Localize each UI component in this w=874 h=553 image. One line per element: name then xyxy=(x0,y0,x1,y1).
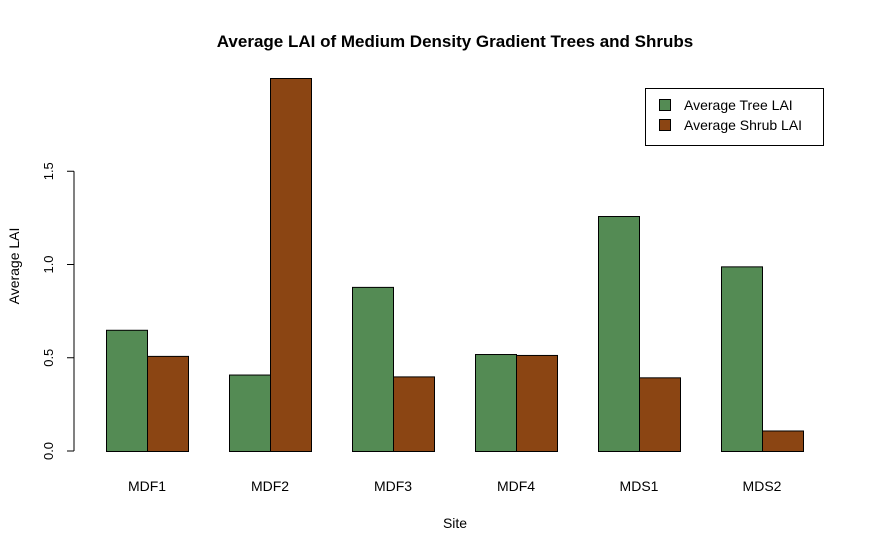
x-axis-label: Site xyxy=(443,515,467,531)
bar-mdf1-shrub xyxy=(147,355,189,453)
bar-mdf2-shrub xyxy=(270,78,312,452)
x-tick-label: MDF2 xyxy=(251,478,289,494)
x-tick-label: MDS1 xyxy=(620,478,659,494)
bar-mds2-shrub xyxy=(762,430,804,452)
x-tick-label: MDF4 xyxy=(497,478,535,494)
bar-mds1-shrub xyxy=(639,377,681,452)
chart-title: Average LAI of Medium Density Gradient T… xyxy=(217,32,693,51)
legend-label: Average Tree LAI xyxy=(684,97,793,113)
bar-mdf1-tree xyxy=(106,329,148,452)
category-labels: MDF1 MDF2 MDF3 MDF4 MDS1 MDS2 xyxy=(128,478,782,494)
y-tick-label: 0.5 xyxy=(41,349,56,367)
bar-mdf4-tree xyxy=(475,354,517,452)
bar-mdf4-shrub xyxy=(516,354,558,453)
y-axis: 0.0 0.5 1.0 1.5 xyxy=(41,162,75,460)
x-tick-label: MDF3 xyxy=(374,478,412,494)
bars xyxy=(106,78,804,453)
y-axis-label: Average LAI xyxy=(6,228,22,305)
legend-label: Average Shrub LAI xyxy=(684,117,802,133)
legend: Average Tree LAI Average Shrub LAI xyxy=(645,88,824,146)
legend-swatch xyxy=(659,119,671,131)
bar-mds2-tree xyxy=(721,266,763,452)
x-tick-label: MDF1 xyxy=(128,478,166,494)
bar-mdf3-shrub xyxy=(393,376,435,452)
y-tick-label: 0.0 xyxy=(41,442,56,460)
y-tick-label: 1.5 xyxy=(41,162,56,180)
bar-mdf3-tree xyxy=(352,286,394,452)
legend-swatch xyxy=(659,99,671,111)
bar-mdf2-tree xyxy=(229,374,271,452)
x-tick-label: MDS2 xyxy=(743,478,782,494)
y-tick-label: 1.0 xyxy=(41,255,56,273)
bar-mds1-tree xyxy=(598,216,640,452)
legend-box xyxy=(645,88,824,146)
